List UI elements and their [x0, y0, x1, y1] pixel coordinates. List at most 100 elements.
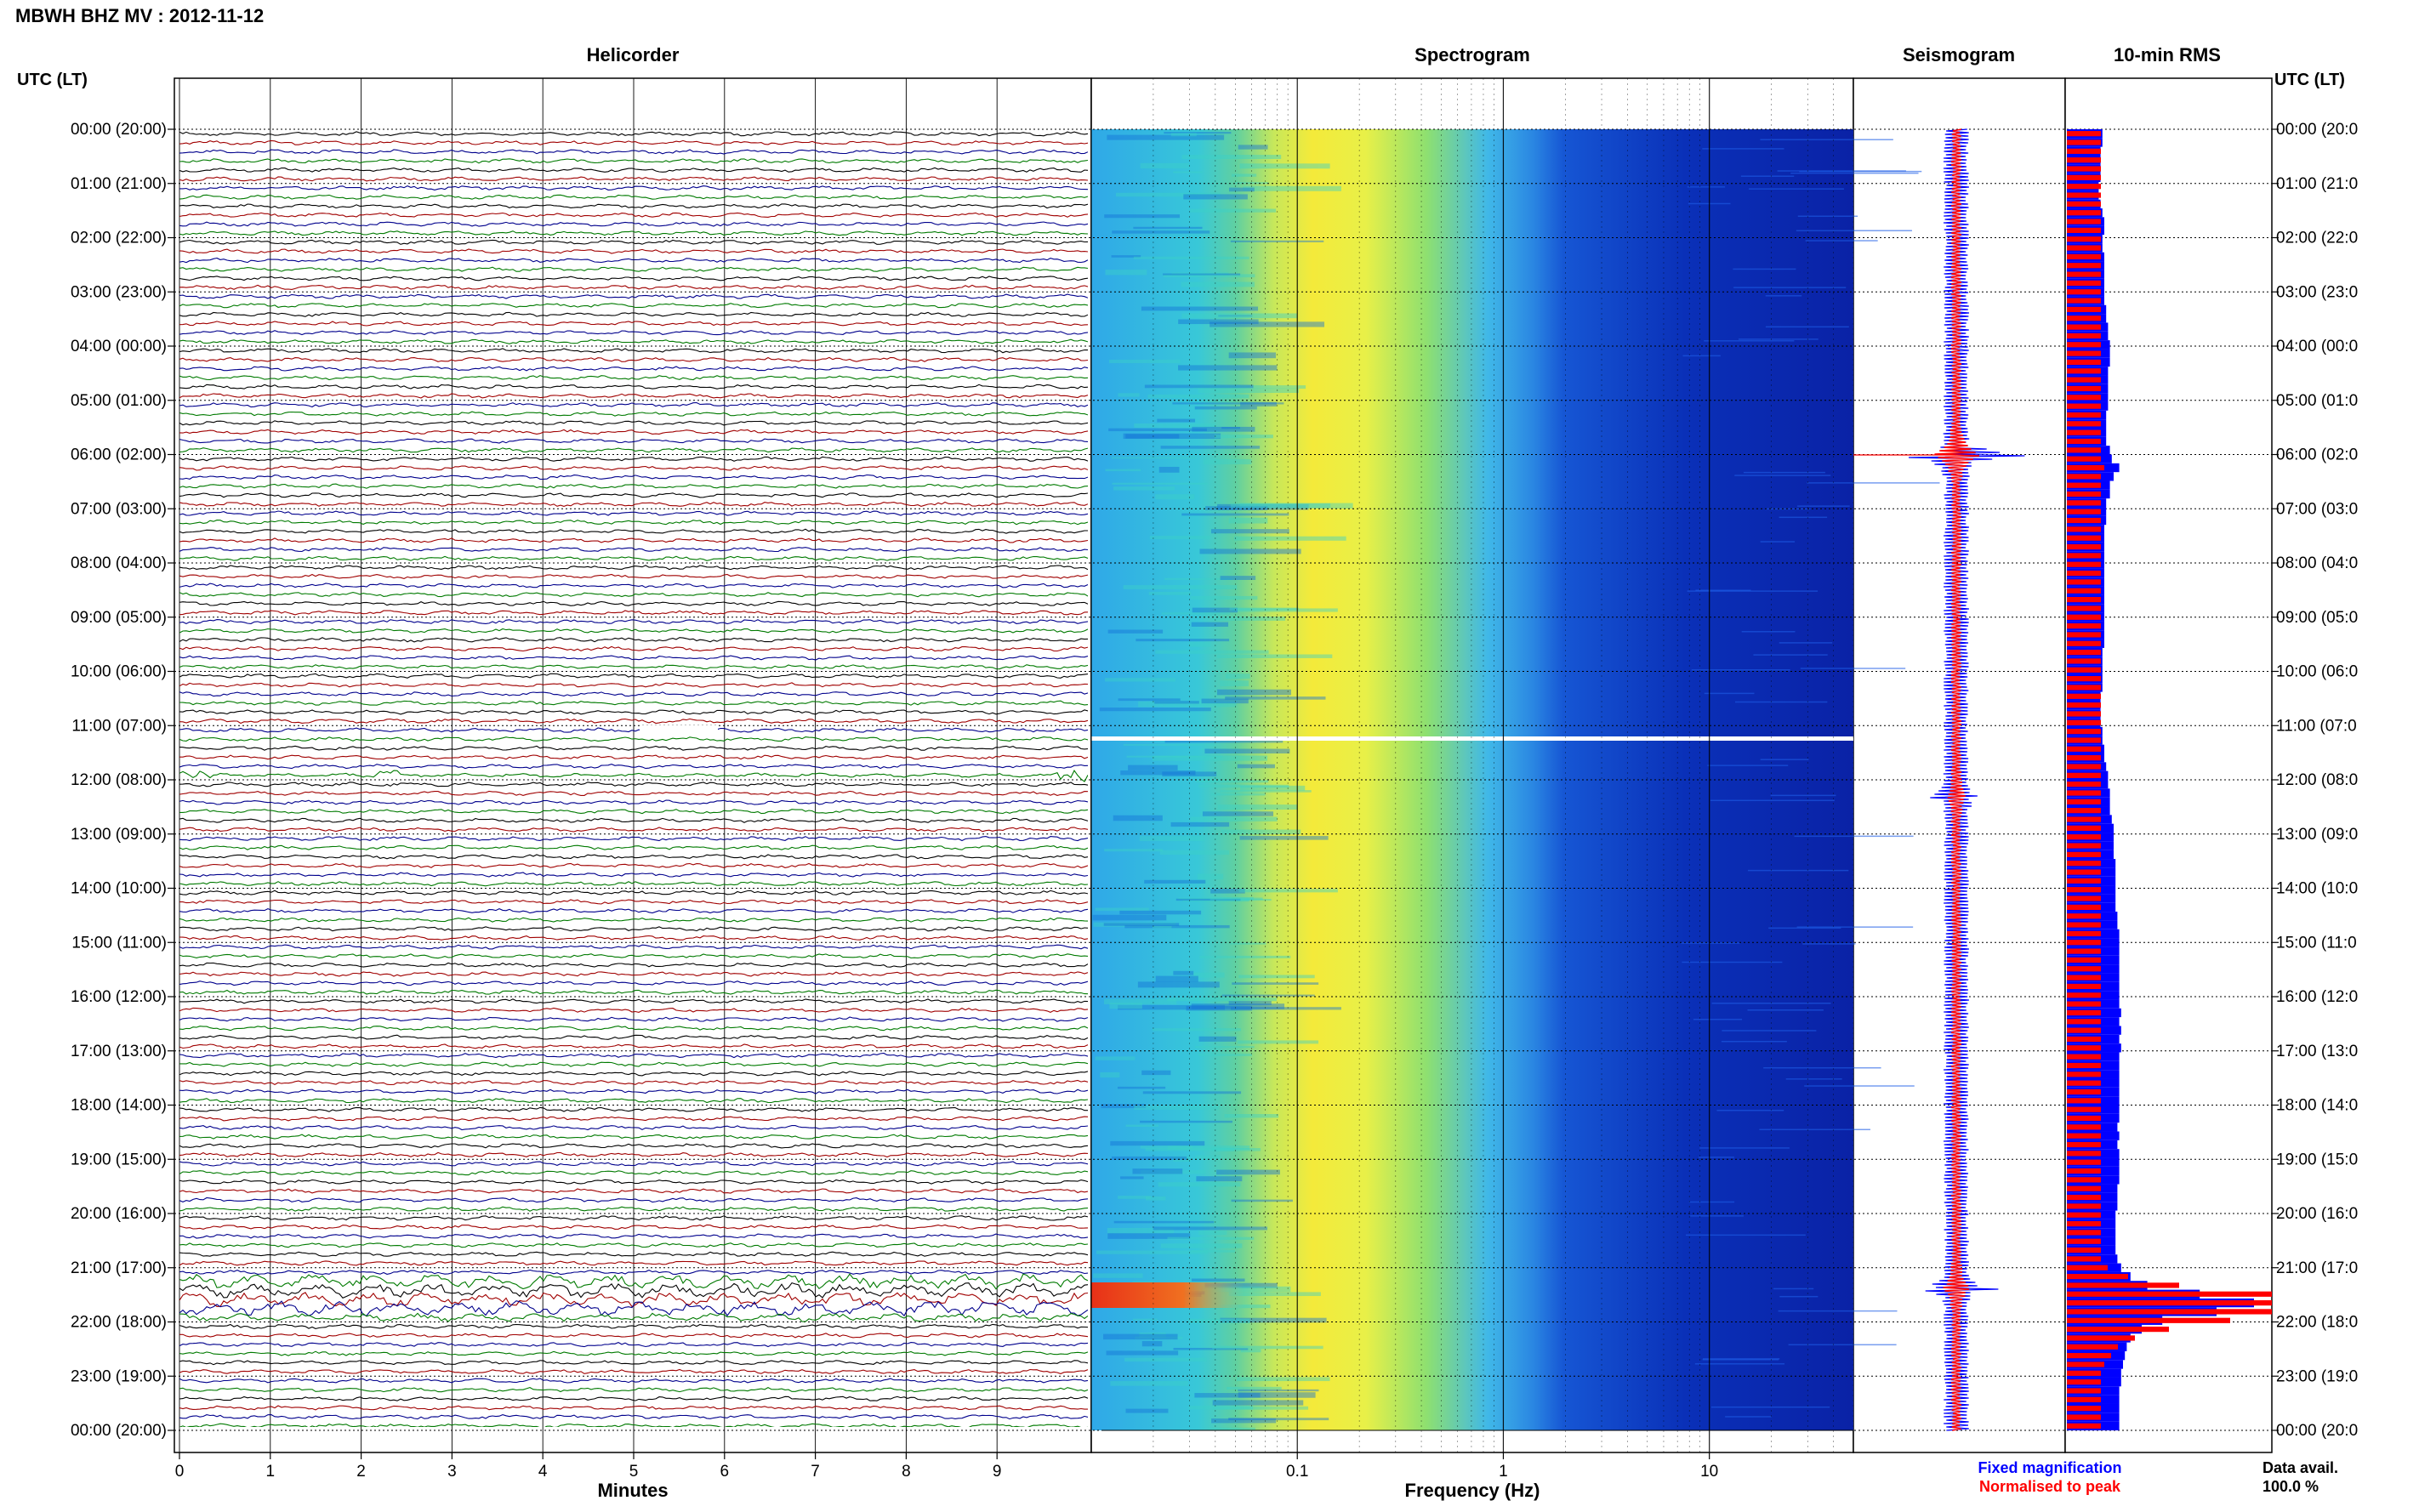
spectrogram-streak — [1117, 1086, 1166, 1089]
left-time-label: 11:00 (07:00) — [71, 717, 167, 735]
spectrogram-streak — [1100, 1071, 1120, 1078]
spectrogram-streak — [1694, 1363, 1785, 1365]
spectrogram-streak — [1138, 701, 1237, 708]
spectrogram-streak — [1170, 133, 1197, 137]
spectrogram-streak — [1191, 1249, 1235, 1253]
spectrogram-streak — [1133, 256, 1249, 259]
spectrogram-streak — [1777, 170, 1906, 172]
rms-bar-normalised — [2067, 887, 2101, 893]
spectrogram-streak — [1191, 1278, 1245, 1282]
rms-bar-normalised — [2067, 930, 2101, 937]
right-time-label: 04:00 (00:0 — [2276, 338, 2358, 355]
rms-bar-normalised — [2067, 157, 2101, 163]
helicorder-trace — [179, 429, 1088, 435]
left-time-label: 22:00 (18:00) — [71, 1314, 167, 1332]
rms-bar-normalised — [2067, 632, 2101, 638]
spectrogram-streak — [1228, 517, 1268, 524]
helicorder-trace — [179, 1134, 1088, 1140]
helicorder-trace — [179, 510, 1088, 516]
right-time-label: 16:00 (12:0 — [2276, 988, 2358, 1006]
left-time-label: 08:00 (04:00) — [71, 554, 167, 572]
left-time-label: 00:00 (20:00) — [71, 1422, 167, 1440]
helicorder-trace — [179, 1395, 1088, 1401]
helicorder-trace — [179, 962, 1088, 968]
right-time-label: 15:00 (11:0 — [2276, 934, 2357, 952]
spectrogram-streak — [1227, 1386, 1282, 1390]
helicorder-trace — [179, 827, 1088, 833]
spectrogram-streak — [1125, 434, 1180, 439]
spectrogram-streak — [1095, 1056, 1136, 1060]
data-avail-label: Data avail. — [2262, 1459, 2338, 1476]
helicorder-trace — [179, 817, 1088, 823]
spectrogram-streak — [1710, 1406, 1830, 1408]
rms-bar-normalised — [2067, 184, 2101, 190]
helicorder-trace — [179, 628, 1088, 634]
rms-bar-normalised — [2067, 385, 2101, 392]
left-time-label: 17:00 (13:00) — [71, 1043, 167, 1060]
spectrogram-streak — [1188, 641, 1211, 647]
rms-bar-normalised — [2067, 271, 2101, 277]
helicorder-trace — [179, 248, 1088, 254]
spectrogram-streak — [1160, 1243, 1243, 1248]
helicorder-trace — [179, 881, 1088, 887]
left-time-label: 07:00 (03:00) — [71, 500, 167, 518]
rms-bar-normalised — [2067, 350, 2101, 356]
rms-bar-normalised — [2067, 280, 2101, 287]
spectrogram-streak — [1796, 926, 1914, 928]
spectrogram-streak — [1702, 1359, 1779, 1361]
spectrogram-streak — [1211, 1147, 1235, 1151]
rms-bar-normalised — [2067, 253, 2101, 259]
helicorder-trace — [179, 953, 1088, 959]
spectrogram-streak — [1113, 1220, 1215, 1224]
helicorder-trace — [179, 1300, 1088, 1317]
rms-bar-normalised — [2067, 1133, 2101, 1139]
left-time-label: 00:00 (20:00) — [71, 121, 167, 139]
spectrogram-streak — [1228, 1001, 1272, 1005]
right-time-label: 08:00 (04:0 — [2276, 554, 2358, 572]
helicorder-trace — [179, 158, 1088, 164]
right-axis-label: UTC (LT) — [2274, 71, 2345, 89]
left-time-label: 23:00 (19:00) — [71, 1367, 167, 1385]
spectrogram-streak — [1181, 155, 1282, 159]
helicorder-trace — [179, 709, 1088, 715]
helicorder-trace — [179, 782, 1088, 787]
spectrogram-streak — [1154, 701, 1199, 704]
spectrogram-streak — [1104, 849, 1163, 852]
rms-bar-normalised — [2067, 412, 2101, 418]
helicorder-trace — [179, 149, 1088, 155]
spectrogram-streak — [1104, 678, 1175, 682]
rms-bar-normalised — [2067, 579, 2101, 585]
spectrogram-streak — [1198, 1231, 1227, 1236]
spectrogram-streak — [1158, 466, 1180, 473]
rms-bar-normalised — [2067, 219, 2101, 225]
grid-lines — [168, 78, 2279, 1452]
spectrogram-streak — [1112, 230, 1210, 234]
helicorder-trace — [179, 770, 1088, 782]
minute-tick-label: 8 — [902, 1463, 911, 1481]
spectrogram-streak — [1099, 708, 1211, 712]
rms-bar-normalised — [2067, 895, 2101, 901]
spectrogram-streak — [1770, 794, 1836, 797]
rms-bar-normalised — [2067, 306, 2101, 313]
spectrogram-streak — [1181, 513, 1289, 516]
spectrogram-streak — [1105, 270, 1147, 276]
helicorder-trace — [179, 1215, 1088, 1221]
helicorder-trace — [179, 907, 1088, 914]
rms-bar-normalised — [2067, 1309, 2272, 1315]
helicorder-trace — [179, 664, 1088, 670]
helicorder-trace — [179, 338, 1088, 344]
left-time-label: 15:00 (11:00) — [71, 934, 167, 952]
spectrogram-streak — [1125, 1124, 1159, 1128]
spectrogram-streak — [1132, 1318, 1158, 1321]
helicorder-trace — [179, 980, 1088, 986]
helicorder-trace — [179, 565, 1088, 571]
spectrogram-streak — [1208, 1427, 1255, 1430]
spectrogram-streak — [1721, 1040, 1787, 1043]
spectrogram-streak — [1142, 1091, 1242, 1094]
spectrogram-streak — [1112, 482, 1208, 485]
spectrogram-streak — [1107, 134, 1225, 140]
left-time-label: 16:00 (12:00) — [71, 988, 167, 1006]
seismogram-traces — [1853, 128, 2025, 1431]
helicorder-trace — [179, 492, 1088, 498]
